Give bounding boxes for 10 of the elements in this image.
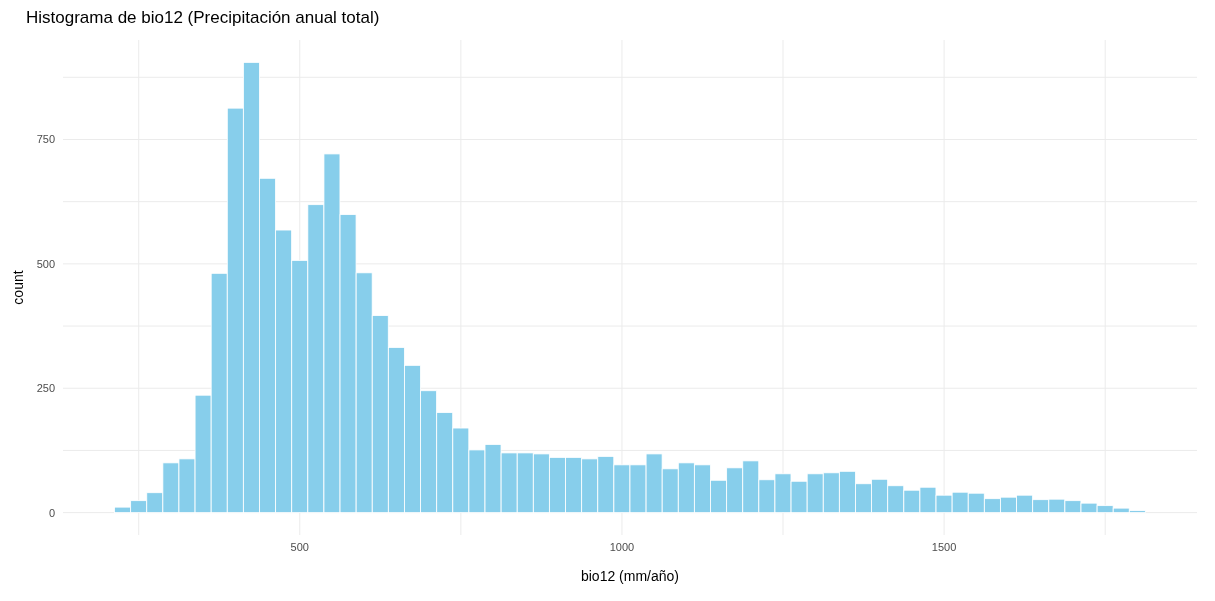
y-tick-label: 750: [36, 133, 55, 146]
y-axis-title: count: [9, 270, 26, 305]
x-axis-title: bio12 (mm/año): [580, 568, 680, 584]
x-tick-label: 1500: [931, 540, 957, 553]
y-tick-label: 0: [48, 506, 55, 519]
x-tick-label: 500: [290, 540, 309, 553]
chart-title: Histograma de bio12 (Precipitación anual total): [25, 8, 381, 29]
x-tick-label: 1000: [609, 540, 635, 553]
y-tick-label: 250: [36, 382, 55, 395]
y-tick-label: 500: [36, 257, 55, 270]
